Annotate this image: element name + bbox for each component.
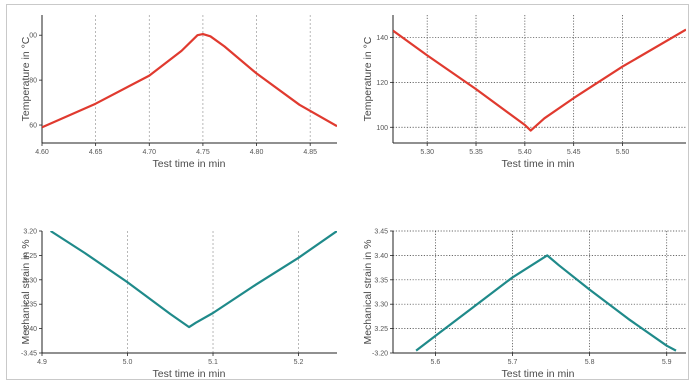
y-tick-label: 140 xyxy=(376,35,388,42)
series-line xyxy=(393,28,686,132)
x-axis-title: Test time in min xyxy=(153,158,226,170)
series-line xyxy=(50,231,337,329)
x-tick-label: 4.9 xyxy=(37,359,47,366)
x-tick-label: 5.8 xyxy=(585,359,595,366)
y-tick-label: -3.45 xyxy=(21,351,37,358)
y-tick-label: 120 xyxy=(376,80,388,87)
x-tick-label: 5.2 xyxy=(294,359,304,366)
y-tick-label: 3.45 xyxy=(374,229,388,236)
x-tick-label: 5.45 xyxy=(567,149,581,156)
x-tick-label: 4.70 xyxy=(142,149,156,156)
x-tick-label: 4.80 xyxy=(250,149,264,156)
y-tick-label: 3.25 xyxy=(374,326,388,333)
x-tick-label: 5.7 xyxy=(508,359,518,366)
y-tick-label: 80 xyxy=(29,78,37,85)
y-tick-label: 60 xyxy=(29,123,37,130)
x-tick-label: 5.50 xyxy=(616,149,630,156)
figure-frame xyxy=(6,4,689,380)
x-axis-title: Test time in min xyxy=(502,368,575,380)
y-tick-label: 3.30 xyxy=(23,277,37,284)
y-tick-label: -3.20 xyxy=(372,351,388,358)
series-line xyxy=(42,32,337,129)
y-axis-title: Temperature in °C xyxy=(20,36,32,121)
y-axis-title: Mechanical strain in % xyxy=(20,239,32,344)
y-axis-title: Mechanical strain in % xyxy=(362,239,374,344)
x-tick-label: 4.65 xyxy=(89,149,103,156)
y-tick-label: 3.25 xyxy=(23,253,37,260)
y-tick-label: 3.40 xyxy=(374,253,388,260)
x-axis-title: Test time in min xyxy=(153,368,226,380)
y-tick-label: 3.40 xyxy=(23,326,37,333)
x-tick-label: 5.30 xyxy=(420,149,434,156)
y-tick-label: 3.20 xyxy=(23,229,37,236)
x-tick-label: 4.85 xyxy=(303,149,317,156)
y-tick-label: 3.35 xyxy=(23,302,37,309)
x-tick-label: 5.35 xyxy=(469,149,483,156)
y-tick-label: 3.30 xyxy=(374,302,388,309)
y-axis-title: Temperature in °C xyxy=(362,36,374,121)
x-tick-label: 5.6 xyxy=(431,359,441,366)
y-tick-label: 100 xyxy=(376,125,388,132)
x-axis-title: Test time in min xyxy=(502,158,575,170)
series-line xyxy=(415,254,677,352)
x-tick-label: 5.0 xyxy=(123,359,133,366)
x-tick-label: 4.75 xyxy=(196,149,210,156)
y-tick-label: 3.35 xyxy=(374,277,388,284)
x-tick-label: 5.40 xyxy=(518,149,532,156)
y-tick-label: 00 xyxy=(29,33,37,40)
x-tick-label: 5.9 xyxy=(662,359,672,366)
x-tick-label: 5.1 xyxy=(208,359,218,366)
x-tick-label: 4.60 xyxy=(35,149,49,156)
